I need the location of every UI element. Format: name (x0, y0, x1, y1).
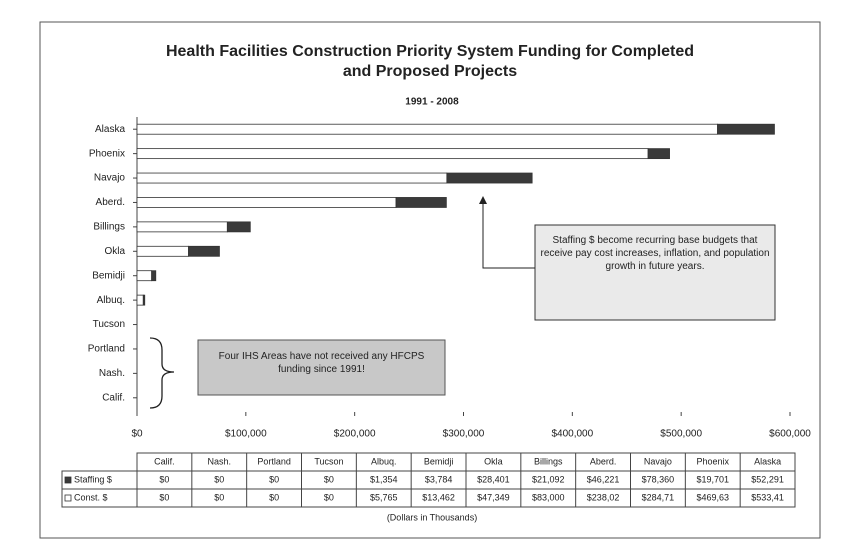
legend-label: Staffing $ (74, 474, 112, 484)
arrow-head (479, 196, 487, 204)
annotation: Staffing $ become recurring base budgets… (540, 235, 770, 272)
bar-segment (136, 221, 228, 233)
table-cell: $0 (214, 474, 224, 484)
title-box: Health Facilities Construction Priority … (165, 43, 695, 80)
x-tick-label: $500,000 (660, 429, 702, 440)
table-header: Navajo (644, 456, 672, 466)
bar-segment (142, 294, 146, 306)
legend-swatch (64, 494, 72, 502)
table-header: Albuq. (371, 456, 397, 466)
y-tick-label: Tucson (93, 319, 125, 330)
table-cell: $78,360 (642, 474, 675, 484)
bar-segment (136, 123, 718, 135)
table-header: Portland (257, 456, 291, 466)
bar-segment (188, 245, 220, 257)
table-cell: $0 (269, 492, 279, 502)
annotation-box (197, 339, 446, 396)
table-cell: $52,291 (751, 474, 784, 484)
bar-segment (136, 197, 397, 208)
x-tick-label: $0 (131, 429, 143, 440)
table-cell: $0 (269, 474, 279, 484)
y-tick-label: Billings (93, 222, 125, 233)
table-cell: $47,349 (477, 492, 510, 502)
table-cell: $46,221 (587, 474, 620, 484)
y-tick-label: Albuq. (97, 295, 125, 306)
x-tick-label: $600,000 (769, 429, 811, 440)
table-cell: $5,765 (370, 492, 398, 502)
annotation-wrap: Staffing $ become recurring base budgets… (540, 235, 770, 272)
bar-segment (136, 270, 153, 282)
table-cell: $0 (159, 474, 169, 484)
chart-title: Health Facilities Construction Priority … (165, 43, 695, 80)
footnote: (Dollars in Thousands) (387, 512, 477, 522)
y-tick-label: Portland (88, 344, 125, 355)
bar-segment (136, 245, 189, 257)
table-cell: $83,000 (532, 492, 565, 502)
table-cell: $21,092 (532, 474, 565, 484)
x-tick-label: $400,000 (551, 429, 593, 440)
legend-swatch (64, 476, 72, 484)
y-tick-label: Nash. (99, 368, 125, 379)
table-header: Tucson (314, 456, 343, 466)
x-tick-label: $100,000 (225, 429, 267, 440)
bar-segment (446, 172, 533, 184)
table-cell: $0 (324, 474, 334, 484)
x-tick-label: $200,000 (334, 429, 376, 440)
bar-segment (717, 123, 775, 135)
table-header: Calif. (154, 456, 175, 466)
table-header: Nash. (207, 456, 231, 466)
y-tick-label: Alaska (95, 124, 125, 135)
table-header: Okla (484, 456, 503, 466)
y-tick-label: Phoenix (89, 148, 125, 159)
table-cell: $3,784 (425, 474, 453, 484)
table-cell: $13,462 (422, 492, 455, 502)
table-cell: $469,63 (696, 492, 729, 502)
bar-segment (151, 270, 157, 282)
y-tick-label: Calif. (102, 392, 125, 403)
table-cell: $238,02 (587, 492, 620, 502)
annotation: Four IHS Areas have not received any HFC… (218, 351, 425, 375)
arrow-line (482, 200, 535, 269)
bar-segment (136, 294, 144, 306)
bar-segment (647, 148, 670, 160)
table-cell: $0 (159, 492, 169, 502)
bar-segment (136, 148, 649, 160)
table-header: Alaska (754, 456, 781, 466)
brace (149, 337, 175, 409)
y-tick-label: Okla (104, 246, 125, 257)
table-cell: $284,71 (642, 492, 675, 502)
y-tick-label: Bemidji (92, 270, 125, 281)
table-cell: $533,41 (751, 492, 784, 502)
table-header: Bemidji (424, 456, 454, 466)
legend-label: Const. $ (74, 492, 108, 502)
table-cell: $0 (214, 492, 224, 502)
table-header: Aberd. (590, 456, 617, 466)
bar-segment (226, 221, 251, 233)
table-cell: $0 (324, 492, 334, 502)
table-header: Billings (534, 456, 563, 466)
bar-segment (136, 172, 448, 184)
table-header: Phoenix (696, 456, 729, 466)
annotation-box (534, 224, 776, 321)
table-cell: $1,354 (370, 474, 398, 484)
chart-subtitle: 1991 - 2008 (405, 97, 459, 108)
y-tick-label: Navajo (94, 173, 126, 184)
x-tick-label: $300,000 (443, 429, 485, 440)
bar-segment (395, 197, 447, 208)
table-cell: $19,701 (696, 474, 729, 484)
table-cell: $28,401 (477, 474, 510, 484)
annotation-wrap: Four IHS Areas have not received any HFC… (218, 351, 425, 375)
y-tick-label: Aberd. (96, 197, 125, 208)
